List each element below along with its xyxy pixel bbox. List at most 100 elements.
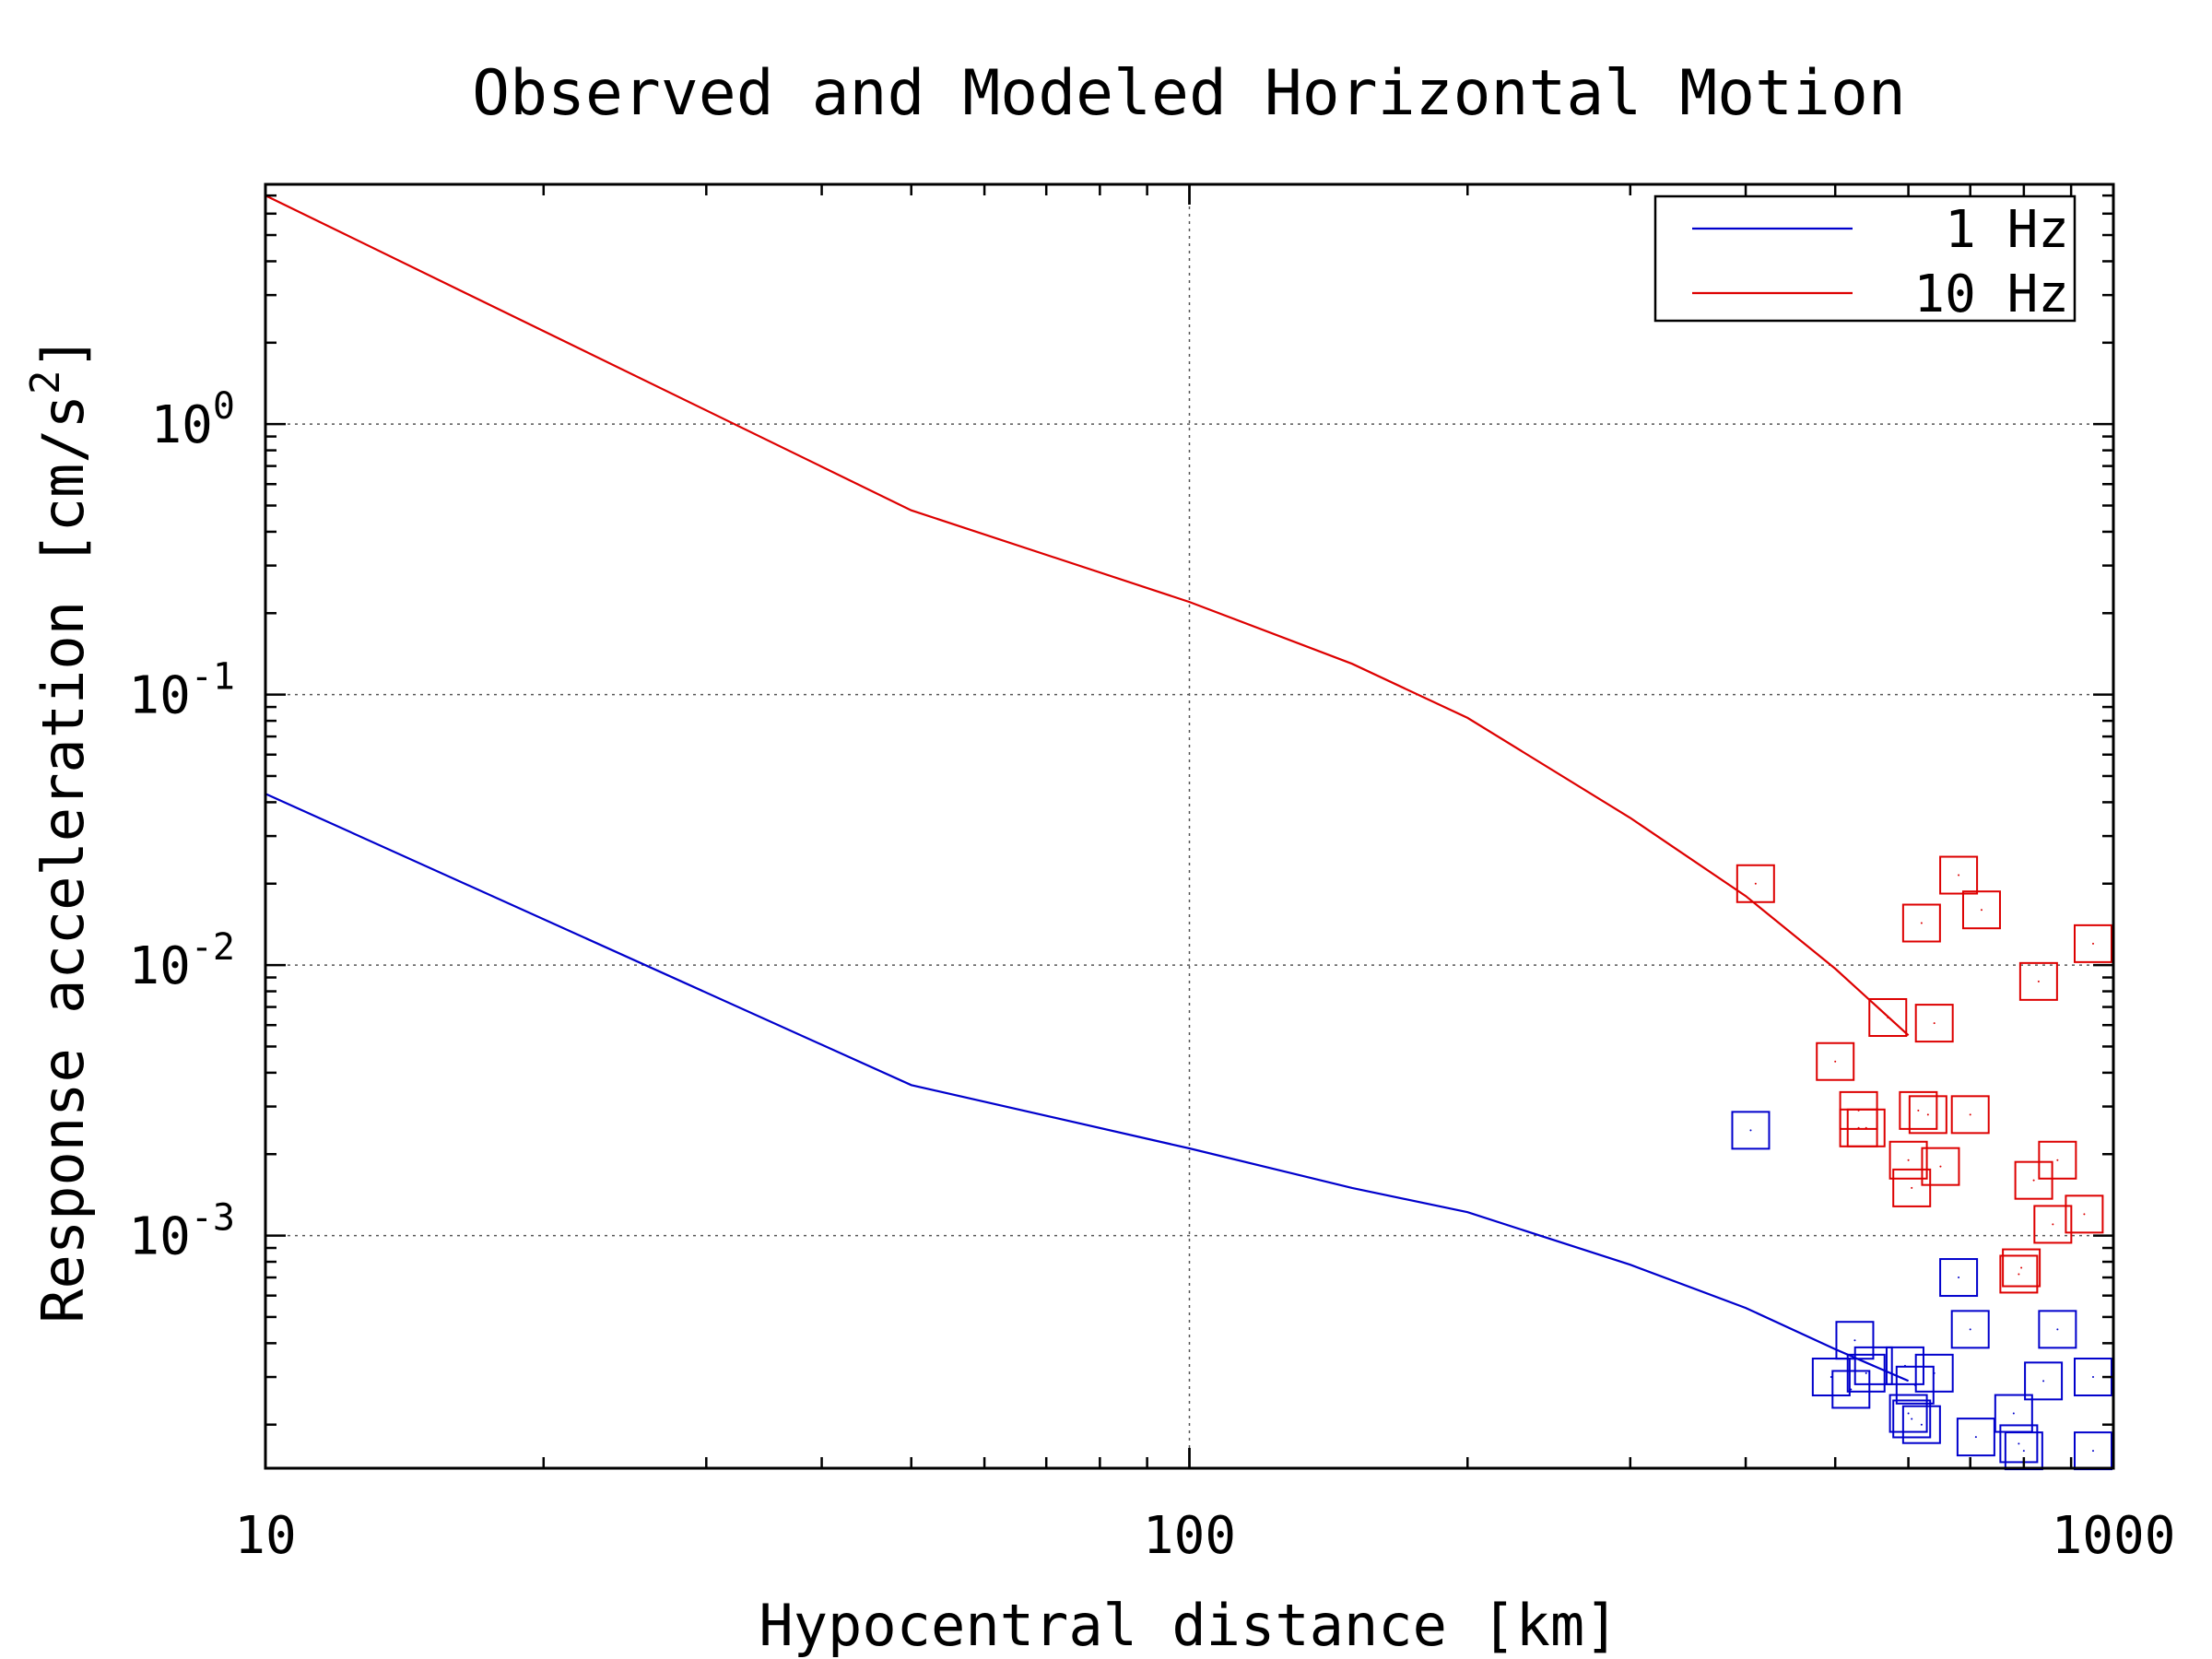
marker-10hz — [1735, 864, 1775, 903]
marker-10hz — [1921, 1147, 1960, 1186]
marker-10hz — [2002, 1248, 2041, 1288]
marker-10hz — [2065, 1194, 2104, 1234]
x-tick-label: 1000 — [2052, 1506, 2176, 1566]
marker-10hz-dot — [1920, 922, 1923, 924]
marker-1hz-dot — [1974, 1436, 1977, 1439]
y-tick-label: 10-1 — [128, 656, 235, 726]
marker-1hz — [1901, 1405, 1941, 1444]
marker-1hz-dot — [1911, 1418, 1913, 1420]
series-group — [265, 194, 1910, 1382]
marker-1hz — [1888, 1394, 1928, 1433]
marker-10hz — [1939, 855, 1979, 895]
marker-group — [1731, 855, 2112, 1471]
series-line-10hz — [265, 194, 1910, 1037]
x-axis-label: Hypocentral distance [km] — [759, 1592, 1618, 1659]
marker-10hz — [2074, 924, 2112, 963]
marker-10hz — [1868, 997, 1908, 1037]
marker-1hz — [1811, 1358, 1851, 1397]
marker-1hz-dot — [1920, 1423, 1923, 1426]
marker-10hz — [2018, 961, 2058, 1001]
marker-10hz-dot — [1865, 1126, 1867, 1129]
marker-1hz — [1914, 1353, 1954, 1393]
marker-10hz — [1961, 890, 2001, 930]
marker-1hz — [1853, 1346, 1893, 1385]
marker-10hz-dot — [1907, 1159, 1910, 1161]
marker-10hz — [1888, 1140, 1928, 1180]
marker-1hz-dot — [2092, 1376, 2094, 1379]
marker-1hz-dot — [1850, 1388, 1853, 1391]
marker-10hz — [1914, 1004, 1954, 1043]
marker-1hz — [1892, 1399, 1932, 1439]
marker-10hz-dot — [2092, 942, 2094, 945]
marker-1hz — [1999, 1424, 2039, 1464]
chart-title: Observed and Modeled Horizontal Motion — [472, 57, 1906, 130]
marker-10hz-dot — [2032, 1179, 2035, 1182]
marker-10hz-dot — [2056, 1159, 2059, 1161]
marker-1hz — [2024, 1361, 2064, 1401]
x-tick-label: 100 — [1143, 1506, 1236, 1566]
grid — [265, 184, 2113, 1468]
marker-10hz-dot — [1933, 1022, 1936, 1025]
marker-10hz-dot — [1887, 1016, 1889, 1018]
marker-1hz-dot — [1865, 1371, 1867, 1374]
marker-1hz — [1831, 1370, 1871, 1409]
marker-1hz-dot — [2092, 1450, 2094, 1453]
marker-1hz — [1846, 1353, 1886, 1393]
marker-1hz-dot — [1853, 1339, 1856, 1342]
marker-1hz-dot — [1958, 1277, 1960, 1279]
marker-10hz — [1950, 1095, 1990, 1135]
y-tick-labels: 100 10-1 10-2 10-3 — [128, 385, 235, 1266]
marker-10hz-dot — [1958, 874, 1960, 877]
legend-label-1hz: 1 Hz — [1945, 200, 2069, 260]
y-axis-label: Response acceleration [cm/s2] — [22, 335, 97, 1324]
marker-10hz — [1999, 1254, 2039, 1294]
legend-box — [1653, 194, 2077, 323]
marker-10hz-dot — [2052, 1223, 2054, 1226]
series-line-1hz — [265, 793, 1910, 1382]
marker-10hz-dot — [2018, 1273, 2020, 1276]
marker-10hz — [1816, 1041, 1855, 1081]
marker-10hz — [2014, 1160, 2053, 1200]
marker-10hz-dot — [2083, 1213, 2086, 1216]
marker-10hz — [1846, 1108, 1886, 1147]
marker-10hz — [2038, 1140, 2077, 1180]
legend-label-10hz: 10 Hz — [1913, 265, 2069, 324]
x-tick-labels: 10 100 1000 — [234, 1506, 2175, 1566]
marker-1hz — [2038, 1310, 2077, 1349]
y-axis-label-exponent: 2 — [22, 370, 69, 394]
marker-10hz-dot — [1969, 1113, 1971, 1116]
y-tick-label: 10-2 — [128, 926, 235, 996]
marker-10hz-dot — [1754, 882, 1757, 885]
marker-10hz-dot — [2020, 1266, 2023, 1269]
marker-1hz-dot — [2042, 1380, 2045, 1382]
marker-1hz — [1731, 1111, 1771, 1150]
marker-10hz-dot — [1980, 909, 1983, 912]
y-tick-label: 100 — [150, 385, 235, 455]
marker-1hz-dot — [2018, 1442, 2020, 1445]
marker-10hz — [2033, 1205, 2073, 1244]
marker-10hz-dot — [1926, 1113, 1929, 1116]
marker-1hz-dot — [1969, 1328, 1971, 1331]
marker-10hz — [1901, 903, 1941, 943]
marker-1hz — [1950, 1310, 1990, 1349]
marker-10hz — [1892, 1168, 1932, 1207]
marker-10hz-dot — [1857, 1126, 1860, 1129]
x-tick-label: 10 — [234, 1506, 296, 1566]
marker-10hz — [1908, 1095, 1947, 1135]
marker-1hz-dot — [2056, 1328, 2059, 1331]
marker-1hz-dot — [1872, 1364, 1875, 1367]
marker-10hz-dot — [2037, 980, 2040, 982]
marker-1hz-dot — [2012, 1412, 2015, 1415]
marker-1hz-dot — [1907, 1412, 1910, 1415]
marker-1hz-dot — [1749, 1129, 1752, 1132]
y-tick-label: 10-3 — [128, 1197, 235, 1267]
tick-marks — [264, 184, 2115, 1468]
marker-10hz-dot — [1917, 1109, 1920, 1112]
y-axis-label-main: Response acceleration [cm/s — [29, 394, 97, 1324]
marker-10hz-dot — [1911, 1186, 1913, 1189]
marker-10hz — [1899, 1090, 1938, 1130]
y-axis-label-close: ] — [29, 335, 97, 370]
marker-10hz-dot — [1939, 1165, 1942, 1168]
